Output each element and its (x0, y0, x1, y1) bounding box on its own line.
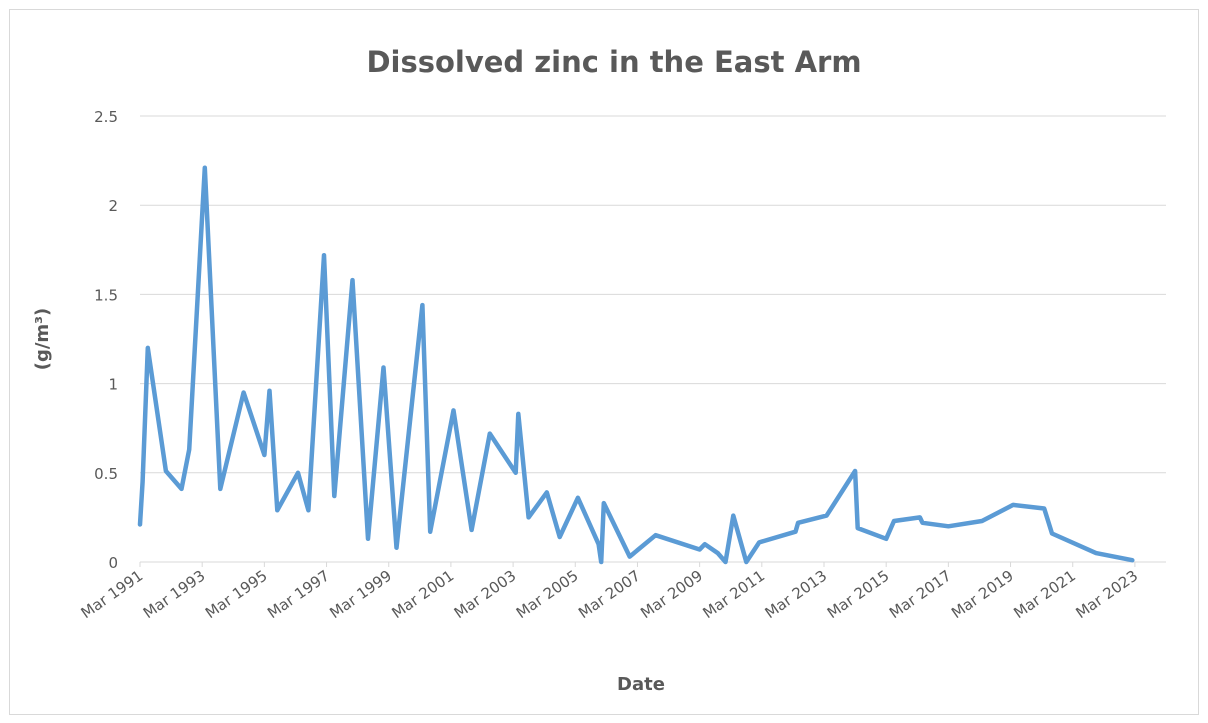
x-axis-label: Date (617, 674, 665, 695)
data-line (137, 165, 1135, 565)
chart-border (9, 9, 1199, 715)
y-tick-label: 2.5 (94, 108, 118, 126)
y-tick-label: 1.5 (94, 286, 118, 304)
y-tick-label: 0 (108, 554, 118, 572)
y-tick-label: 2 (108, 197, 118, 215)
y-tick-label: 1 (108, 376, 118, 394)
chart-title: Dissolved zinc in the East Arm (366, 45, 861, 79)
y-axis-label: (g/m³) (32, 308, 53, 371)
y-tick-label: 0.5 (94, 465, 118, 483)
